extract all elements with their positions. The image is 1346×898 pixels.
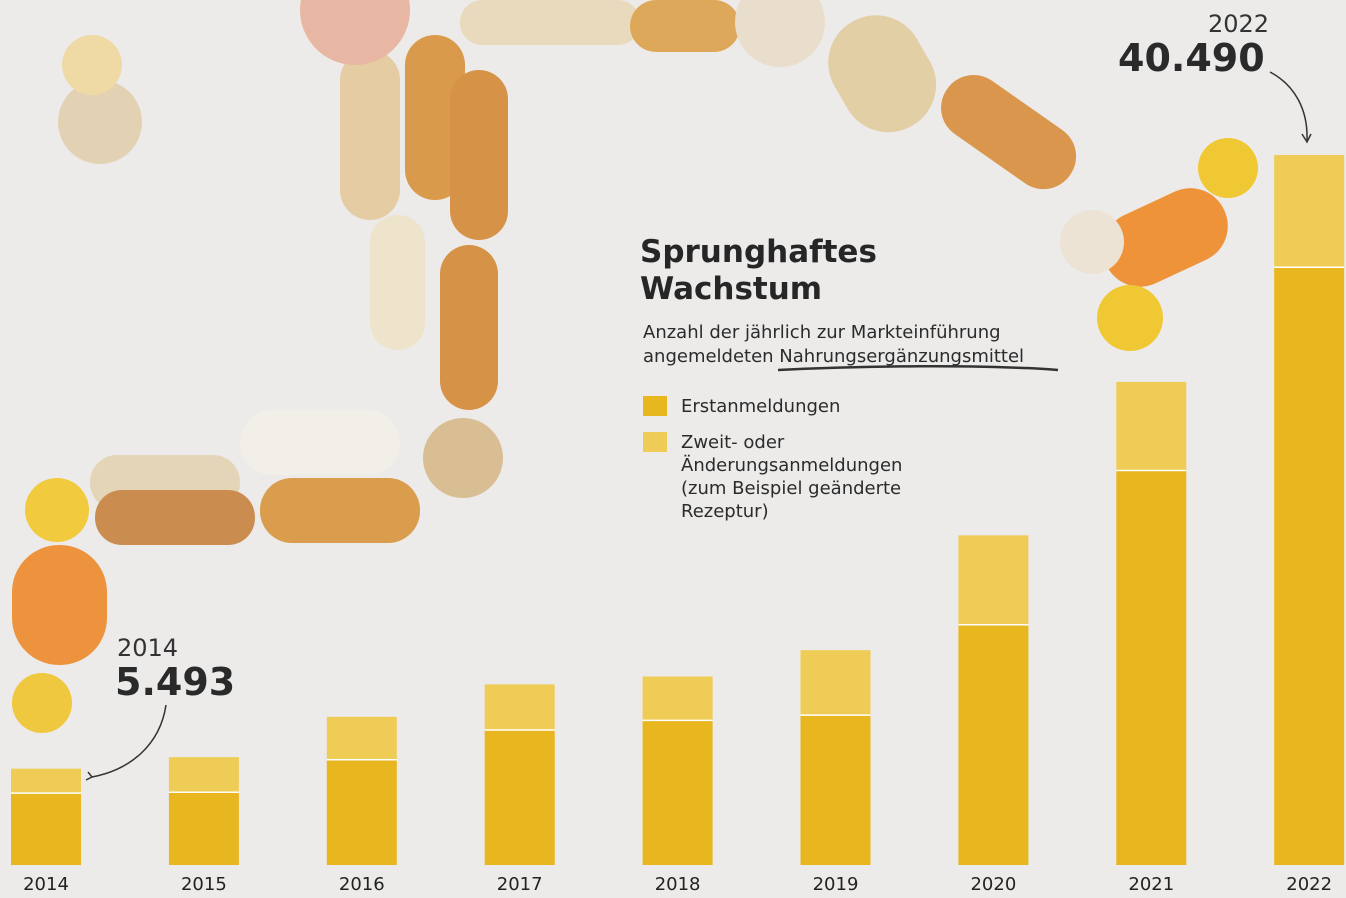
- bar-segment: [958, 535, 1028, 624]
- bar-segment: [1274, 267, 1344, 865]
- legend-swatch: [643, 396, 667, 416]
- x-tick-label: 2014: [23, 874, 69, 895]
- legend-label: Erstanmeldungen: [681, 395, 921, 418]
- legend-swatch: [643, 432, 667, 452]
- x-tick-label: 2020: [970, 874, 1016, 895]
- bar-segment: [958, 625, 1028, 865]
- annotation-year: 2014: [117, 634, 178, 662]
- bar-segment: [1116, 382, 1186, 471]
- legend-label: Zweit- oder Änderungsanmeldungen (zum Be…: [681, 431, 921, 523]
- bar-segment: [801, 650, 871, 715]
- x-tick-label: 2016: [339, 874, 385, 895]
- page: {"chart_data": {"type": "bar", "stacked"…: [0, 0, 1346, 898]
- bar-segment: [169, 792, 239, 865]
- bar-segment: [801, 715, 871, 865]
- x-tick-label: 2018: [655, 874, 701, 895]
- x-tick-label: 2021: [1128, 874, 1174, 895]
- bar-segment: [643, 676, 713, 720]
- bar-segment: [1116, 470, 1186, 865]
- annotation-value: 5.493: [115, 660, 235, 704]
- bar-segment: [169, 757, 239, 792]
- annotation-arrow: [1270, 72, 1307, 140]
- bar-segment: [485, 684, 555, 730]
- annotation-value: 40.490: [1118, 36, 1265, 80]
- annotation-arrow: [92, 705, 166, 777]
- x-tick-label: 2019: [813, 874, 859, 895]
- x-tick-label: 2022: [1286, 874, 1332, 895]
- bar-segment: [11, 769, 81, 793]
- bar-segment: [643, 720, 713, 865]
- annotation-year: 2022: [1208, 10, 1269, 38]
- legend-entry: Zweit- oder Änderungsanmeldungen (zum Be…: [643, 431, 921, 523]
- bar-segment: [1274, 155, 1344, 267]
- decoration-pills: [12, 0, 1258, 733]
- chart-title: Sprunghaftes Wachstum: [640, 234, 910, 308]
- legend-entry: Erstanmeldungen: [643, 395, 921, 418]
- bar-segment: [485, 730, 555, 865]
- bar-segment: [327, 717, 397, 760]
- x-tick-label: 2015: [181, 874, 227, 895]
- bar-segment: [327, 760, 397, 865]
- annotation-arrowhead: [86, 772, 92, 780]
- chart-subtitle: Anzahl der jährlich zur Markteinführung …: [643, 321, 1043, 369]
- x-tick-label: 2017: [497, 874, 543, 895]
- bar-segment: [11, 793, 81, 865]
